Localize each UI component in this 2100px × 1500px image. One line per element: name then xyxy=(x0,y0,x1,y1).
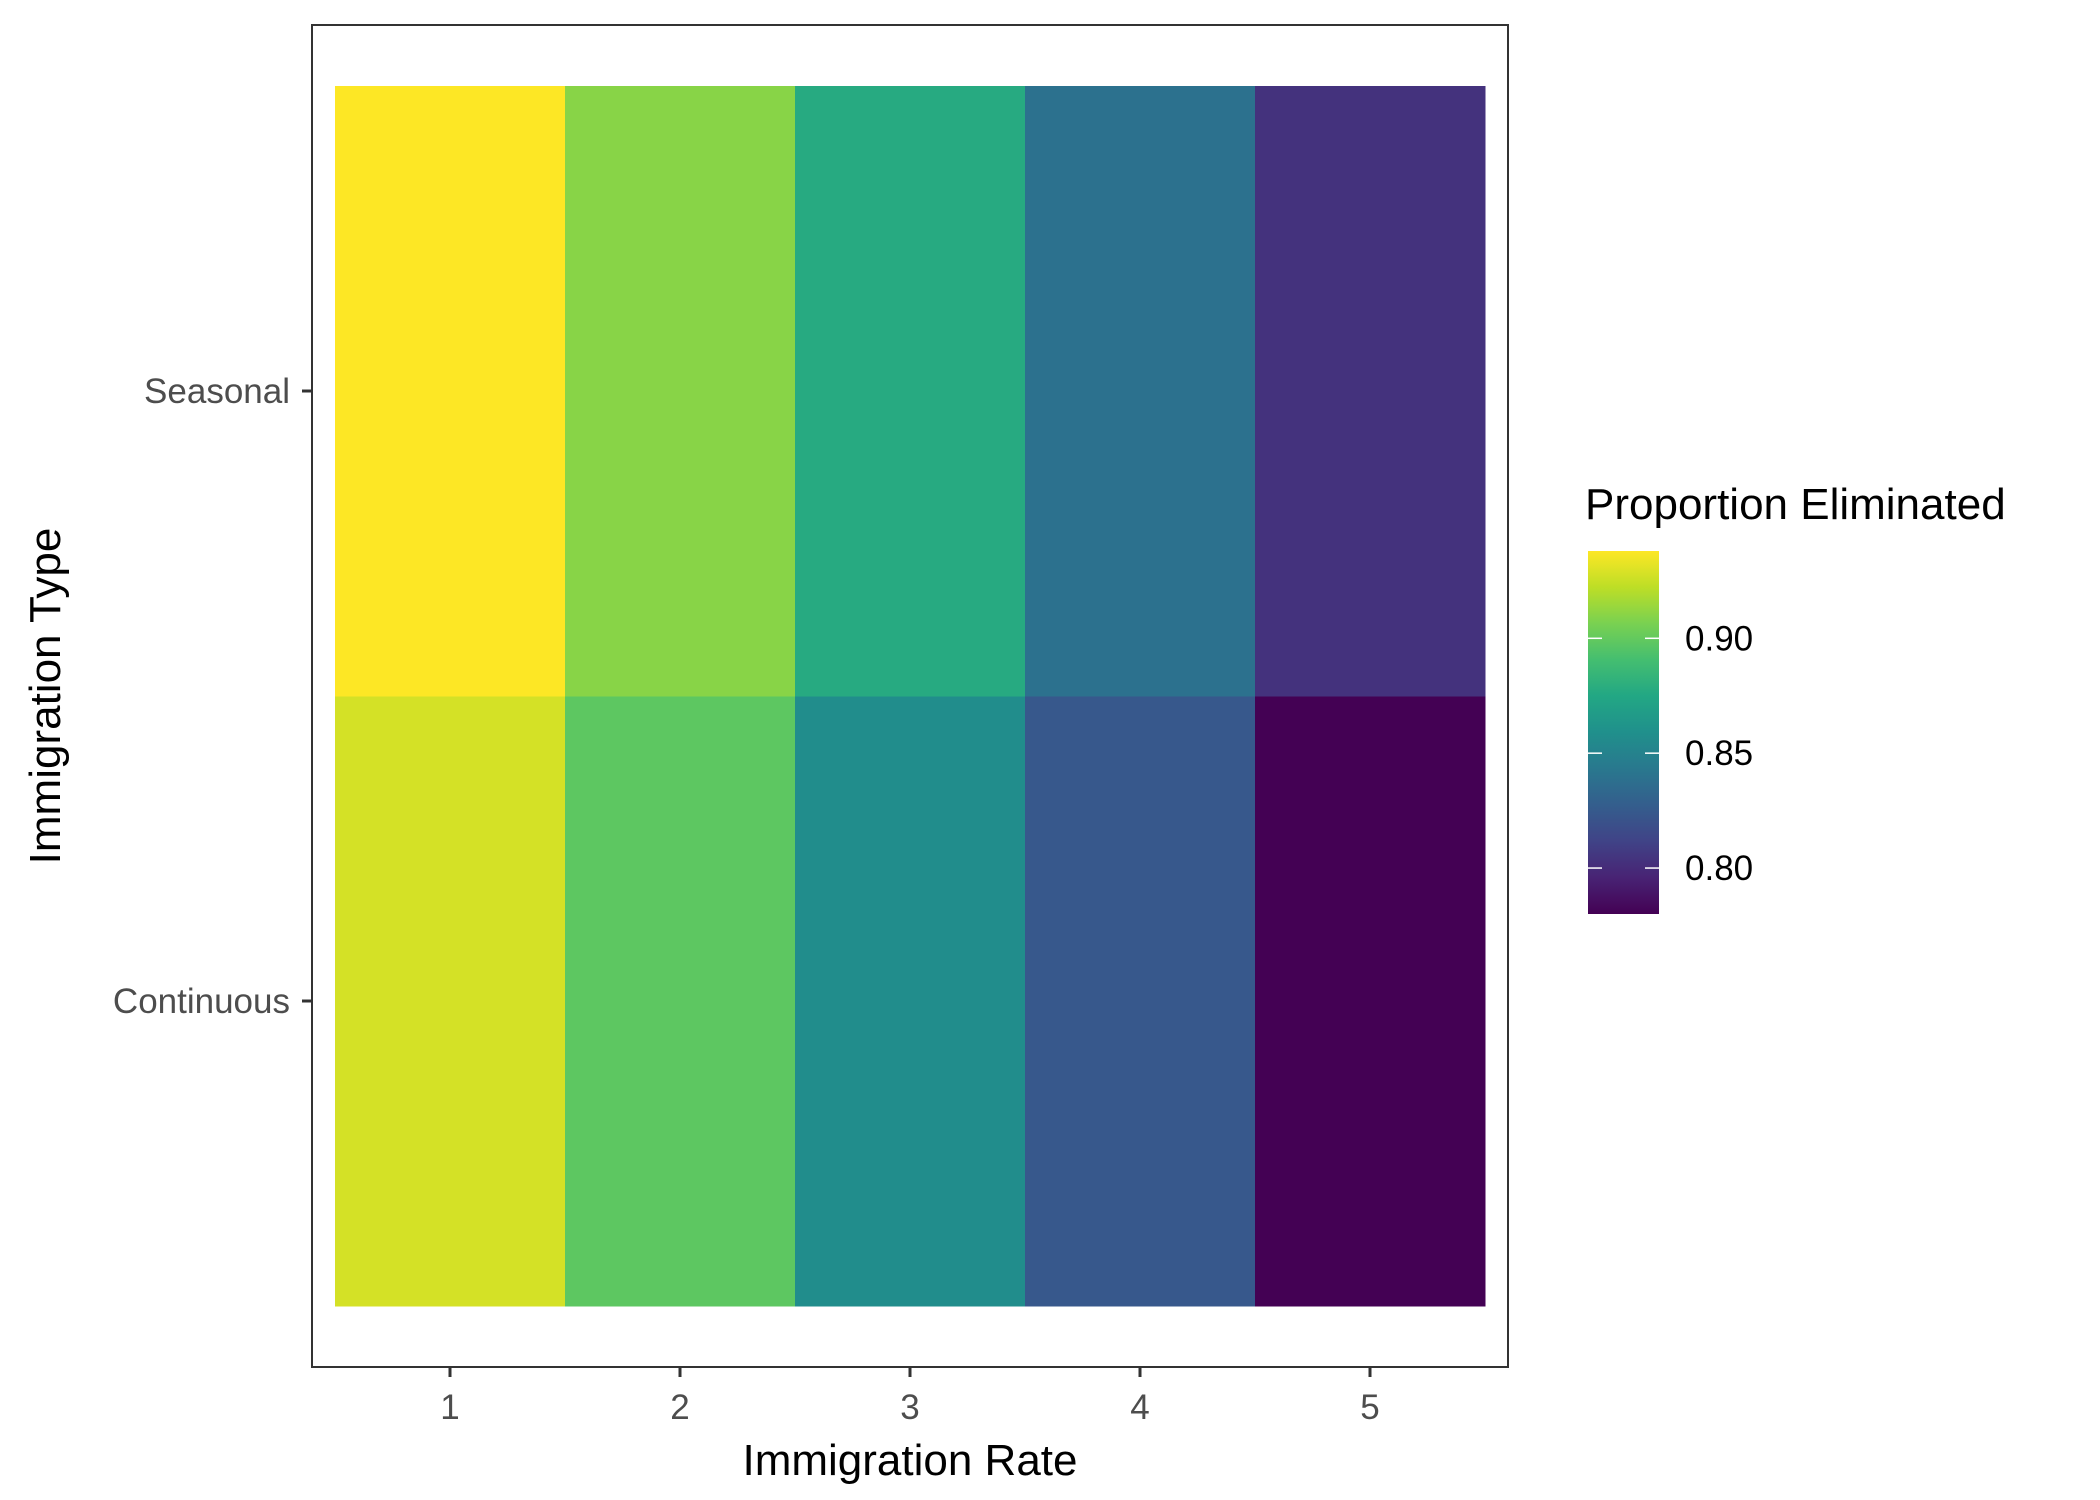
y-tick-label: Seasonal xyxy=(144,372,290,411)
x-axis-title: Immigration Rate xyxy=(742,1436,1077,1485)
y-axis: Continuous Seasonal xyxy=(113,372,312,1021)
x-tick-label: 2 xyxy=(670,1388,689,1427)
heatmap-tile-seasonal-5 xyxy=(1255,86,1486,697)
x-tick-label: 5 xyxy=(1360,1388,1379,1427)
heatmap-tile-continuous-1 xyxy=(335,696,566,1307)
heatmap-tile-continuous-2 xyxy=(565,696,796,1307)
heatmap-tile-seasonal-4 xyxy=(1025,86,1256,697)
color-legend: Proportion Eliminated 0.80 0.85 0.90 xyxy=(1585,480,2006,914)
legend-ticks: 0.80 0.85 0.90 xyxy=(1588,619,1753,888)
x-tick-label: 3 xyxy=(900,1388,919,1427)
x-tick-label: 1 xyxy=(440,1388,459,1427)
plot-panel xyxy=(311,24,1509,1368)
y-axis-title: Immigration Type xyxy=(21,528,70,865)
y-tick-label: Continuous xyxy=(113,982,290,1021)
heatmap-tile-seasonal-2 xyxy=(565,86,796,697)
legend-tick-label: 0.90 xyxy=(1685,619,1753,658)
x-axis: 1 2 3 4 5 xyxy=(440,1367,1380,1427)
x-tick-label: 4 xyxy=(1130,1388,1149,1427)
heatmap-tile-continuous-5 xyxy=(1255,696,1486,1307)
heatmap-tile-seasonal-1 xyxy=(335,86,566,697)
heatmap-tiles xyxy=(335,86,1486,1307)
legend-tick-label: 0.85 xyxy=(1685,734,1753,773)
heatmap-tile-continuous-3 xyxy=(795,696,1026,1307)
heatmap-tile-seasonal-3 xyxy=(795,86,1026,697)
legend-title: Proportion Eliminated xyxy=(1585,480,2006,529)
legend-tick-label: 0.80 xyxy=(1685,849,1753,888)
heatmap-tile-continuous-4 xyxy=(1025,696,1256,1307)
legend-colorbar xyxy=(1588,551,1659,914)
